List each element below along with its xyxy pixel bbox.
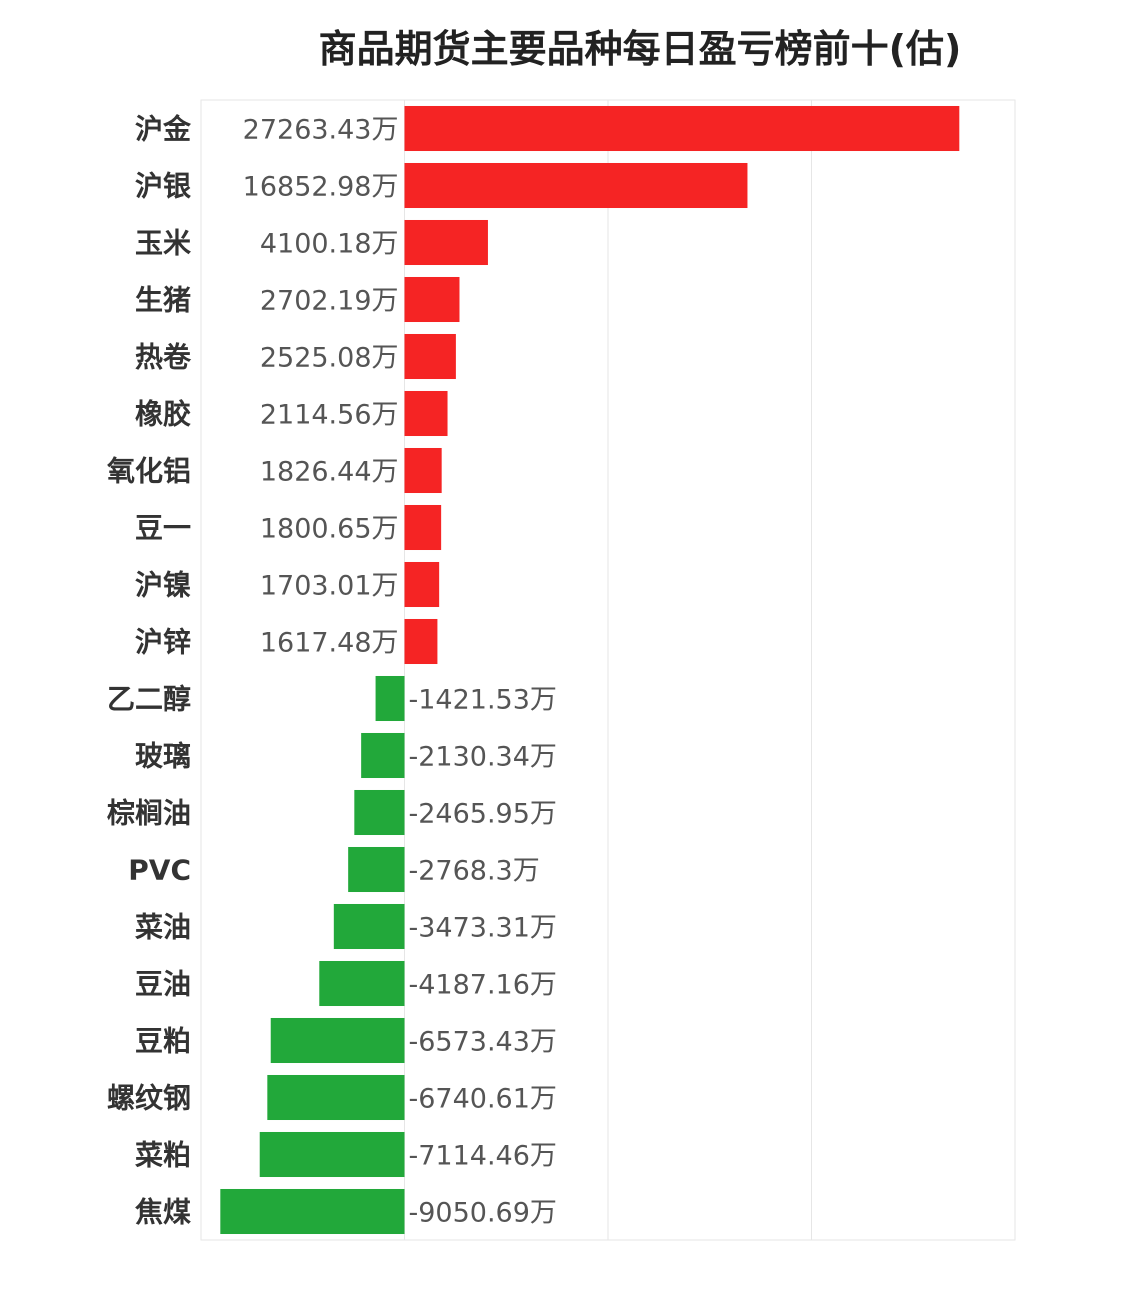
value-label: -2465.95万 [409, 799, 557, 830]
bars [220, 105, 960, 1235]
category-label: 螺纹钢 [107, 1082, 191, 1115]
value-label: -7114.46万 [409, 1141, 557, 1172]
value-label: -4187.16万 [409, 970, 557, 1001]
category-label: 橡胶 [135, 398, 191, 431]
value-label: 1826.44万 [260, 457, 399, 488]
value-label: 1617.48万 [260, 628, 399, 659]
category-label: 豆油 [135, 968, 191, 1001]
bar [404, 276, 460, 323]
bar [404, 105, 960, 152]
value-label: 2114.56万 [260, 400, 399, 431]
category-label: 玉米 [135, 227, 191, 260]
value-label: 2702.19万 [260, 286, 399, 317]
category-label: 豆一 [135, 512, 191, 545]
value-label: -2768.3万 [409, 856, 540, 887]
bar [404, 219, 488, 266]
category-label: 豆粕 [135, 1025, 191, 1058]
category-label: 沪镍 [135, 569, 191, 602]
value-label: -9050.69万 [409, 1198, 557, 1229]
bar [404, 333, 456, 380]
bar [404, 162, 748, 209]
category-label: 生猪 [135, 284, 191, 317]
bar [259, 1131, 405, 1178]
bar [333, 903, 405, 950]
category-label: PVC [128, 854, 191, 887]
category-label: 沪银 [135, 170, 192, 203]
bar [375, 675, 405, 722]
value-label: 16852.98万 [243, 172, 399, 203]
value-label: 27263.43万 [243, 115, 399, 146]
value-label: -3473.31万 [409, 913, 557, 944]
bar [361, 732, 405, 779]
value-label: -6573.43万 [409, 1027, 557, 1058]
value-label: 4100.18万 [260, 229, 399, 260]
value-label: 1800.65万 [260, 514, 399, 545]
category-label: 焦煤 [135, 1196, 191, 1229]
value-label: -6740.61万 [409, 1084, 557, 1115]
category-label: 沪锌 [135, 626, 191, 659]
value-label: -1421.53万 [409, 685, 557, 716]
category-label: 沪金 [135, 113, 192, 146]
grid-lines [200, 99, 1016, 1241]
bar [404, 618, 438, 665]
category-label: 菜粕 [135, 1139, 191, 1172]
category-label: 棕榈油 [107, 797, 191, 830]
chart-title: 商品期货主要品种每日盈亏榜前十(估) [318, 27, 962, 71]
value-label: 1703.01万 [260, 571, 399, 602]
bar [404, 390, 448, 437]
bar [354, 789, 405, 836]
bar [267, 1074, 405, 1121]
category-label: 热卷 [135, 341, 192, 374]
bar [220, 1188, 405, 1235]
bar [404, 561, 440, 608]
bar [404, 447, 442, 494]
category-label: 玻璃 [135, 740, 191, 773]
value-label: -2130.34万 [409, 742, 557, 773]
category-label: 乙二醇 [107, 683, 191, 716]
bar [319, 960, 405, 1007]
bar [404, 504, 442, 551]
category-label: 菜油 [135, 911, 191, 944]
value-label: 2525.08万 [260, 343, 399, 374]
bar [348, 846, 405, 893]
category-label: 氧化铝 [107, 455, 191, 488]
bar [270, 1017, 405, 1064]
